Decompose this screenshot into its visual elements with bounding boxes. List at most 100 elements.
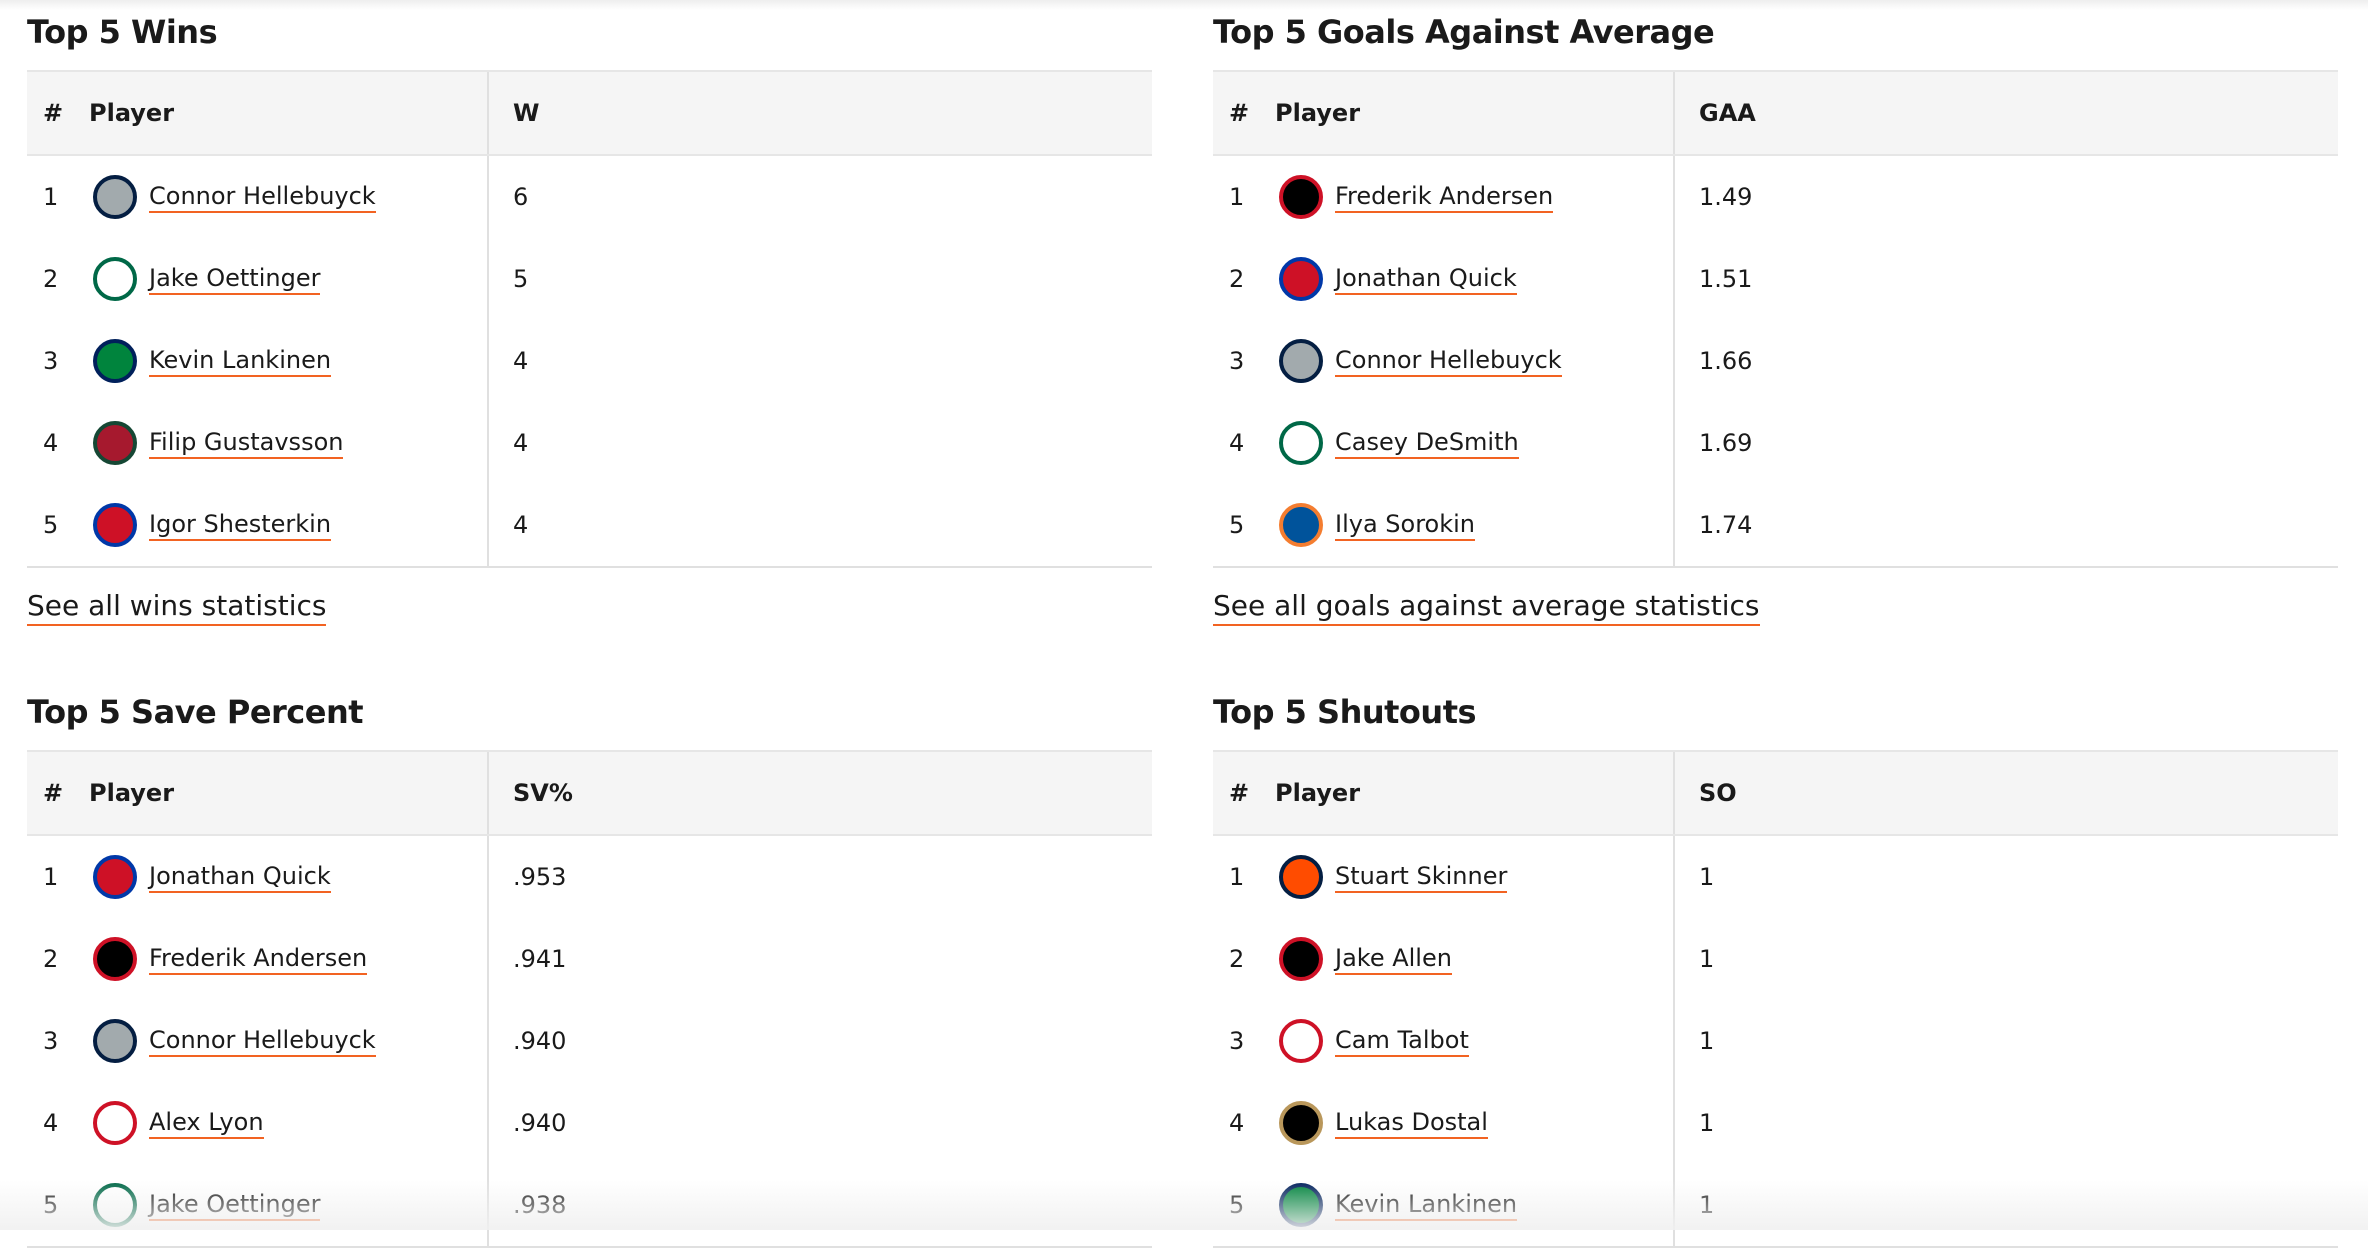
- table-row: 5 Ilya Sorokin 1.74: [1213, 484, 2338, 568]
- column-header: W: [513, 99, 540, 127]
- team-logo: [93, 503, 137, 547]
- table-row: 2 Jake Allen 1: [1213, 918, 2338, 1000]
- team-logo: [93, 339, 137, 383]
- player-link[interactable]: Jake Allen: [1335, 943, 1452, 975]
- stats-table: Top 5 Goals Against Average # Player GAA 1 Fr…: [1213, 14, 2338, 626]
- column-header: Player: [89, 72, 489, 154]
- stat-value: 1: [1699, 863, 1715, 891]
- team-logo: [1279, 1101, 1323, 1145]
- stat-value: 4: [513, 511, 529, 539]
- player-link[interactable]: Jake Oettinger: [149, 263, 321, 295]
- team-logo: [93, 1101, 137, 1145]
- stat-value: .940: [513, 1027, 567, 1055]
- player-cell: Connor Hellebuyck: [89, 1000, 489, 1082]
- table-row: 3 Connor Hellebuyck 1.66: [1213, 320, 2338, 402]
- player-link[interactable]: Ilya Sorokin: [1335, 509, 1476, 541]
- team-logo: [1279, 339, 1323, 383]
- rank: 3: [1229, 1027, 1245, 1055]
- player-link[interactable]: Stuart Skinner: [1335, 861, 1508, 893]
- stat-value: 5: [513, 265, 529, 293]
- stat-value: 1.74: [1699, 511, 1753, 539]
- player-cell: Connor Hellebuyck: [89, 156, 489, 238]
- table-row: 4 Filip Gustavsson 4: [27, 402, 1152, 484]
- stats-table: Top 5 Shutouts # Player SO 1 Stuart Skinner 1 2…: [1213, 694, 2338, 1248]
- table-row: 3 Cam Talbot 1: [1213, 1000, 2338, 1082]
- stat-value: .953: [513, 863, 567, 891]
- rank: 5: [1229, 511, 1245, 539]
- bottom-fade: [0, 1180, 2368, 1230]
- column-header: #: [1229, 99, 1250, 127]
- player-link[interactable]: Casey DeSmith: [1335, 427, 1519, 459]
- rank: 2: [1229, 945, 1245, 973]
- player-link[interactable]: Frederik Andersen: [149, 943, 368, 975]
- player-link[interactable]: Connor Hellebuyck: [149, 181, 376, 213]
- stats-table: Top 5 Save Percent # Player SV% 1 Jonathan Qu…: [27, 694, 1152, 1248]
- player-cell: Kevin Lankinen: [89, 320, 489, 402]
- rank: 4: [1229, 1109, 1245, 1137]
- team-logo: [93, 175, 137, 219]
- player-link[interactable]: Frederik Andersen: [1335, 181, 1554, 213]
- player-cell: Frederik Andersen: [89, 918, 489, 1000]
- rank: 4: [43, 429, 59, 457]
- player-cell: Cam Talbot: [1275, 1000, 1675, 1082]
- rank: 4: [43, 1109, 59, 1137]
- section-title: Top 5 Shutouts: [1213, 693, 1477, 731]
- player-cell: Stuart Skinner: [1275, 836, 1675, 918]
- rank: 3: [43, 1027, 59, 1055]
- table-row: 3 Connor Hellebuyck .940: [27, 1000, 1152, 1082]
- column-header: #: [1229, 779, 1250, 807]
- rank: 1: [43, 183, 59, 211]
- rank: 1: [43, 863, 59, 891]
- table-row: 1 Frederik Andersen 1.49: [1213, 156, 2338, 238]
- player-link[interactable]: Alex Lyon: [149, 1107, 264, 1139]
- player-cell: Jake Oettinger: [89, 238, 489, 320]
- player-cell: Filip Gustavsson: [89, 402, 489, 484]
- team-logo: [1279, 855, 1323, 899]
- column-header: GAA: [1699, 99, 1756, 127]
- stats-table: Top 5 Wins # Player W 1 Connor Hellebuyck 6 2 Ja…: [27, 14, 1152, 626]
- player-link[interactable]: Igor Shesterkin: [149, 509, 332, 541]
- stat-value: 1.66: [1699, 347, 1753, 375]
- player-link[interactable]: Jonathan Quick: [1335, 263, 1517, 295]
- team-logo: [93, 421, 137, 465]
- rank: 2: [43, 945, 59, 973]
- table-row: 4 Alex Lyon .940: [27, 1082, 1152, 1164]
- player-link[interactable]: Connor Hellebuyck: [149, 1025, 376, 1057]
- table-row: 2 Frederik Andersen .941: [27, 918, 1152, 1000]
- stat-value: 1.69: [1699, 429, 1753, 457]
- section-title: Top 5 Goals Against Average: [1213, 13, 1715, 51]
- column-header: Player: [89, 752, 489, 834]
- team-logo: [93, 257, 137, 301]
- rank: 3: [1229, 347, 1245, 375]
- player-link[interactable]: Connor Hellebuyck: [1335, 345, 1562, 377]
- player-link[interactable]: Lukas Dostal: [1335, 1107, 1488, 1139]
- see-all-link[interactable]: See all goals against average statistics: [1213, 588, 1760, 626]
- rank: 1: [1229, 863, 1245, 891]
- stat-value: 1: [1699, 945, 1715, 973]
- top-shade: [0, 0, 2368, 10]
- section-title: Top 5 Wins: [27, 13, 218, 51]
- table-row: 5 Igor Shesterkin 4: [27, 484, 1152, 568]
- player-link[interactable]: Filip Gustavsson: [149, 427, 344, 459]
- team-logo: [93, 937, 137, 981]
- table-row: 3 Kevin Lankinen 4: [27, 320, 1152, 402]
- player-cell: Jonathan Quick: [89, 836, 489, 918]
- table-row: 2 Jake Oettinger 5: [27, 238, 1152, 320]
- see-all-link[interactable]: See all wins statistics: [27, 588, 327, 626]
- table-header: # Player W: [27, 70, 1152, 156]
- table-row: 4 Casey DeSmith 1.69: [1213, 402, 2338, 484]
- table-row: 1 Connor Hellebuyck 6: [27, 156, 1152, 238]
- column-header: SV%: [513, 779, 573, 807]
- player-link[interactable]: Jonathan Quick: [149, 861, 331, 893]
- column-header: SO: [1699, 779, 1737, 807]
- table-row: 1 Stuart Skinner 1: [1213, 836, 2338, 918]
- team-logo: [1279, 257, 1323, 301]
- table-row: 2 Jonathan Quick 1.51: [1213, 238, 2338, 320]
- player-link[interactable]: Kevin Lankinen: [149, 345, 332, 377]
- table-row: 1 Jonathan Quick .953: [27, 836, 1152, 918]
- team-logo: [93, 855, 137, 899]
- player-cell: Jake Allen: [1275, 918, 1675, 1000]
- player-link[interactable]: Cam Talbot: [1335, 1025, 1469, 1057]
- rank: 3: [43, 347, 59, 375]
